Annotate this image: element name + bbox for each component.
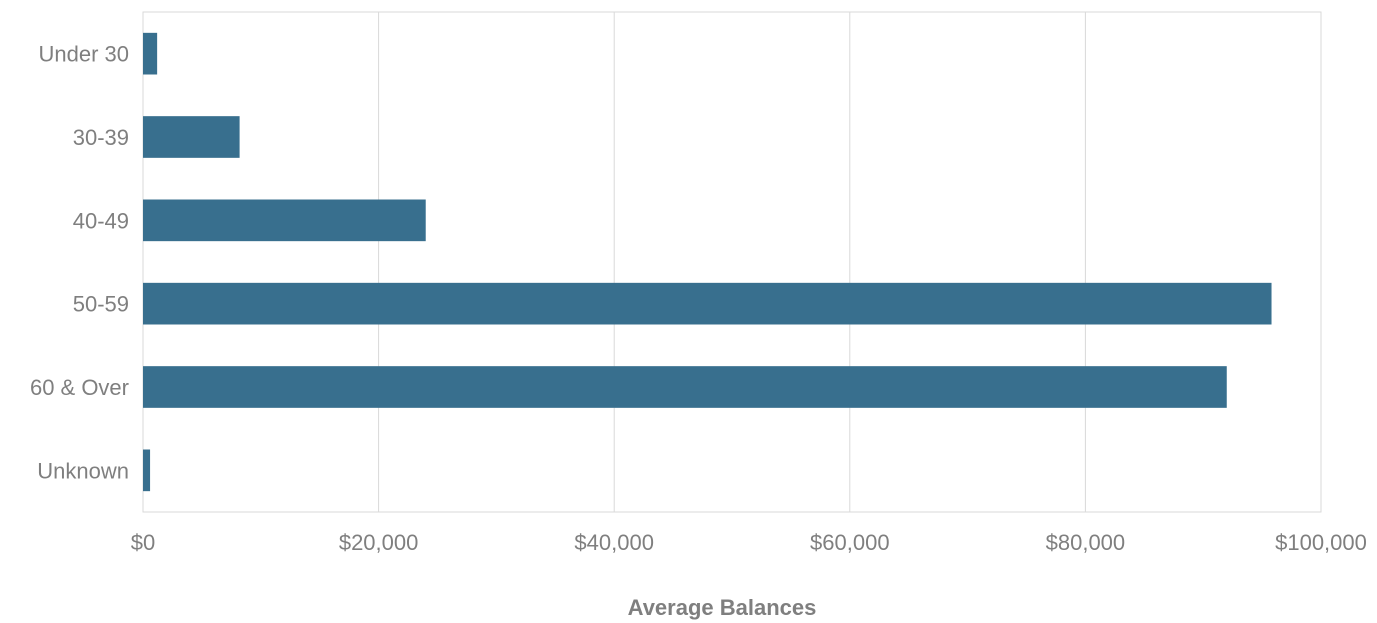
x-axis-title: Average Balances — [628, 595, 817, 620]
bar — [143, 32, 158, 75]
category-label: 50-59 — [73, 292, 129, 317]
x-tick-label: $100,000 — [1275, 530, 1367, 555]
x-tick-label: $60,000 — [810, 530, 890, 555]
category-labels: Under 30 30-39 40-49 50-59 60 & Over Unknown — [30, 42, 129, 484]
category-label: 60 & Over — [30, 375, 129, 400]
x-tick-label: $40,000 — [574, 530, 654, 555]
x-tick-label: $80,000 — [1046, 530, 1126, 555]
category-label: Under 30 — [38, 42, 129, 67]
bar — [143, 366, 1227, 408]
gridlines — [378, 12, 1086, 512]
plot-area-border — [142, 11, 1322, 513]
category-label: 40-49 — [73, 208, 129, 233]
category-label: Unknown — [37, 458, 129, 483]
category-label: 30-39 — [73, 125, 129, 150]
x-tick-label: $20,000 — [339, 530, 419, 555]
bar — [143, 116, 240, 158]
bar — [143, 449, 151, 492]
bar — [143, 282, 1272, 325]
x-tick-label: $0 — [131, 530, 155, 555]
x-tick-labels: $0 $20,000 $40,000 $60,000 $80,000 $100,000 — [131, 530, 1367, 555]
bar — [143, 199, 426, 242]
bars — [143, 32, 1272, 492]
